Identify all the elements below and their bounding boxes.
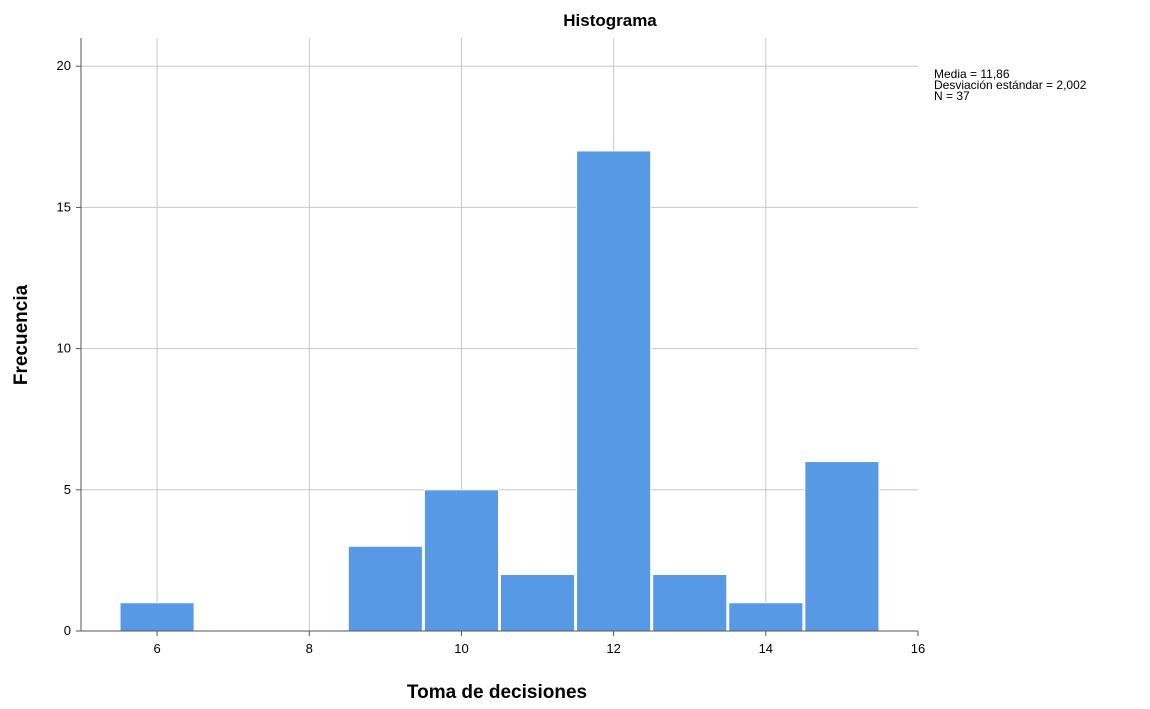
stat-n: N = 37 [934, 89, 970, 103]
stat-mean: Media = 11,86 [934, 67, 1010, 81]
y-tick-labels: 0 5 10 15 20 [57, 58, 71, 638]
x-tick-label: 10 [454, 641, 468, 656]
y-tick-label: 15 [57, 199, 71, 214]
x-tick-label: 14 [759, 641, 773, 656]
histogram-bar [500, 574, 576, 632]
y-tick-label: 0 [64, 623, 71, 638]
x-tick-label: 16 [911, 641, 925, 656]
histogram-bar [652, 574, 728, 632]
x-tick-labels: 6 8 10 12 14 16 [153, 641, 925, 656]
x-axis-label: Toma de decisiones [407, 682, 587, 703]
stat-sd: Desviación estándar = 2,002 [934, 78, 1087, 92]
bars [119, 150, 880, 632]
y-tick-label: 10 [57, 341, 71, 356]
y-tick-label: 20 [57, 58, 71, 73]
histogram-bar [728, 602, 804, 632]
x-tick-label: 6 [153, 641, 160, 656]
histogram-bar [347, 545, 423, 632]
statistics-box: Media = 11,86 Desviación estándar = 2,00… [934, 67, 1087, 103]
x-tick-label: 12 [606, 641, 620, 656]
y-tick-label: 5 [64, 482, 71, 497]
histogram-bar [423, 489, 499, 632]
histogram-bar [804, 461, 880, 632]
x-tick-label: 8 [306, 641, 313, 656]
grid-lines [81, 38, 918, 631]
histogram-bar [576, 150, 652, 632]
histogram-bar [119, 602, 195, 632]
y-axis-label: Frecuencia [11, 284, 32, 385]
axes [76, 38, 919, 636]
chart-title: Histograma [563, 11, 657, 30]
